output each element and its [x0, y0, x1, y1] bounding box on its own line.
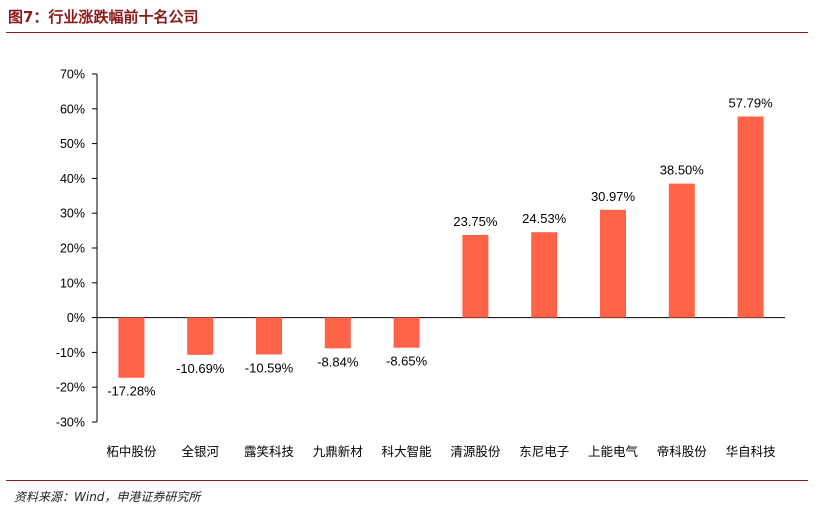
- y-tick-label: 50%: [60, 137, 85, 151]
- bars: [118, 116, 764, 378]
- bar: [256, 317, 282, 355]
- source-note: 资料来源：Wind，申港证券研究所: [14, 490, 201, 504]
- data-label: 23.75%: [453, 214, 498, 229]
- bar: [393, 317, 420, 348]
- data-label: -10.69%: [176, 361, 225, 376]
- y-tick-label: 60%: [60, 102, 85, 116]
- category-labels: 柘中股份 全银河 露笑科技 九鼎新材 科大智能 清源股份 东尼电子 上能电气 帝科股份 华自科技: [106, 444, 776, 459]
- category-label: 华自科技: [726, 444, 777, 459]
- title-rule: [6, 32, 808, 33]
- bar: [737, 116, 764, 318]
- y-tick-label: 70%: [60, 68, 85, 82]
- data-label: 30.97%: [591, 189, 636, 204]
- category-label: 科大智能: [382, 444, 433, 459]
- data-label: -10.59%: [245, 360, 294, 375]
- y-tick-label: -10%: [56, 346, 85, 360]
- y-tick-label: 30%: [60, 207, 85, 221]
- category-label: 清源股份: [450, 444, 501, 459]
- y-tick-label: 20%: [60, 242, 85, 256]
- data-label: 38.50%: [660, 163, 705, 178]
- bar: [324, 317, 351, 349]
- data-label: -8.84%: [317, 354, 359, 369]
- bar: [187, 317, 214, 355]
- y-tick-label: -30%: [56, 416, 85, 430]
- data-label: -8.65%: [386, 354, 428, 369]
- bar: [531, 232, 558, 318]
- data-labels: -17.28% -10.69% -10.59% -8.84% -8.65% 23.75% 2…: [107, 95, 773, 398]
- category-label: 帝科股份: [657, 444, 708, 459]
- footer-rule: [6, 480, 808, 481]
- y-tick-label: -20%: [56, 381, 85, 395]
- category-label: 九鼎新材: [313, 444, 363, 459]
- bar: [118, 317, 145, 378]
- bar: [668, 183, 695, 318]
- category-label: 东尼电子: [519, 444, 569, 459]
- category-label: 全银河: [181, 444, 219, 459]
- category-label: 柘中股份: [106, 444, 157, 459]
- data-label: -17.28%: [107, 384, 156, 399]
- data-label: 24.53%: [522, 211, 567, 226]
- bar: [462, 234, 489, 318]
- category-label: 上能电气: [588, 444, 639, 459]
- y-tick-label: 40%: [60, 172, 85, 186]
- y-tick-label: 0%: [67, 311, 85, 325]
- data-label: 57.79%: [729, 95, 774, 110]
- category-label: 露笑科技: [244, 444, 295, 459]
- figure-title: 图7：行业涨跌幅前十名公司: [8, 8, 199, 26]
- y-tick-label: 10%: [60, 276, 85, 290]
- bar: [600, 209, 626, 318]
